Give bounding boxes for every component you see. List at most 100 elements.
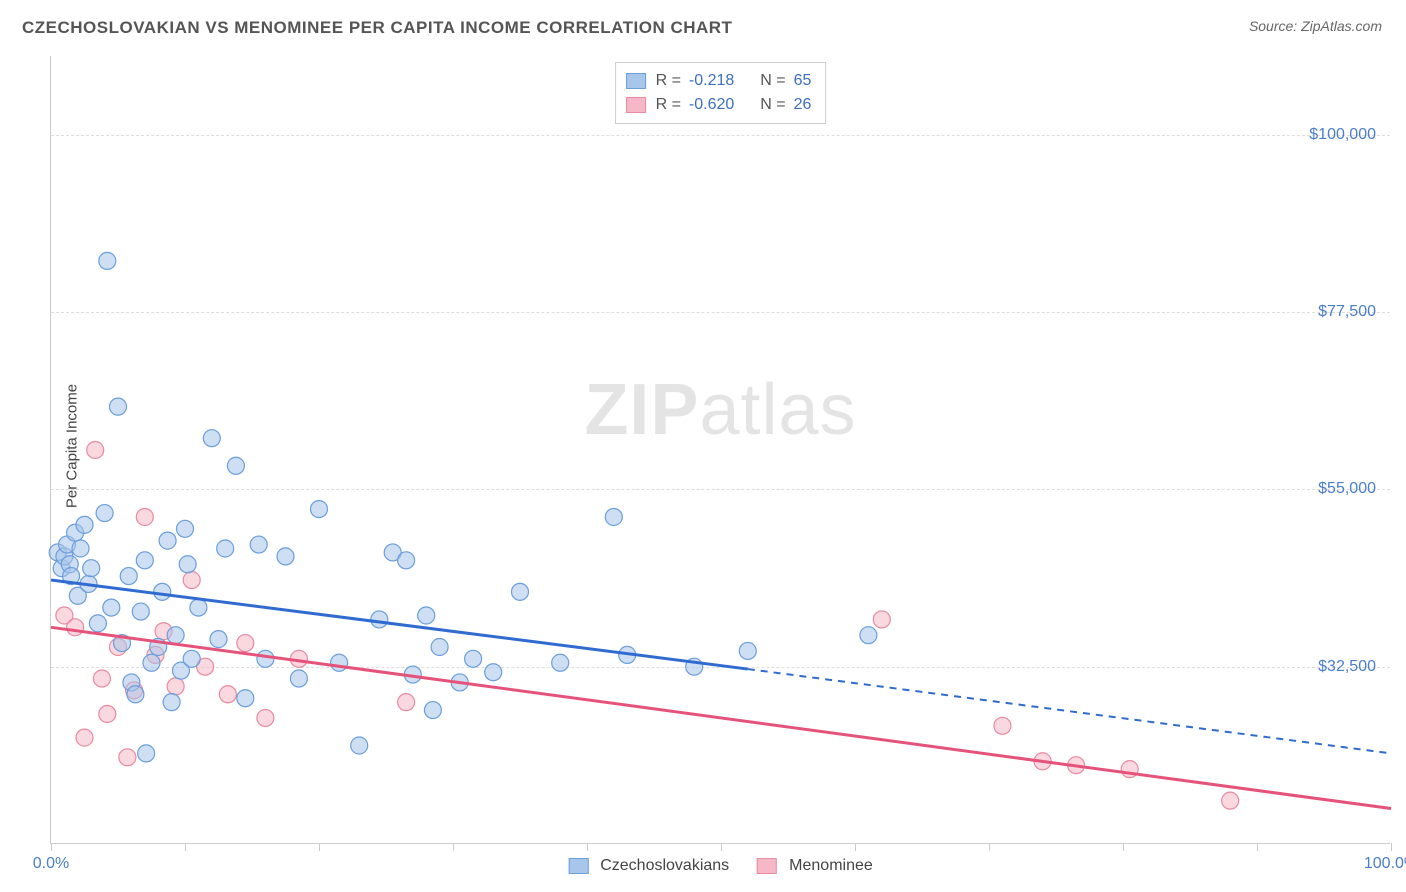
point-czechoslovakians (311, 501, 328, 518)
point-menominee (87, 442, 104, 459)
trendline-menominee (51, 627, 1391, 808)
point-czechoslovakians (431, 639, 448, 656)
point-czechoslovakians (120, 568, 137, 585)
trendline-dashed-czechoslovakians (748, 669, 1391, 753)
point-czechoslovakians (83, 560, 100, 577)
point-czechoslovakians (110, 398, 127, 415)
point-menominee (398, 694, 415, 711)
point-czechoslovakians (163, 694, 180, 711)
point-czechoslovakians (351, 737, 368, 754)
point-czechoslovakians (227, 457, 244, 474)
x-tick (185, 843, 186, 851)
point-czechoslovakians (132, 603, 149, 620)
point-czechoslovakians (89, 615, 106, 632)
point-czechoslovakians (217, 540, 234, 557)
stat-n-value-0: 65 (794, 69, 812, 93)
swatch-series-0 (626, 73, 646, 89)
point-menominee (219, 686, 236, 703)
point-menominee (994, 717, 1011, 734)
point-czechoslovakians (99, 252, 116, 269)
point-czechoslovakians (860, 627, 877, 644)
x-tick (51, 843, 52, 851)
point-czechoslovakians (424, 702, 441, 719)
point-czechoslovakians (290, 670, 307, 687)
stat-n-label-1: N = (760, 93, 785, 117)
stats-box: R = -0.218 N = 65 R = -0.620 N = 26 (615, 62, 827, 124)
stat-r-value-0: -0.218 (689, 69, 734, 93)
point-menominee (67, 619, 84, 636)
point-menominee (76, 729, 93, 746)
point-czechoslovakians (143, 654, 160, 671)
x-tick (1123, 843, 1124, 851)
point-menominee (873, 611, 890, 628)
x-tick-label: 0.0% (33, 855, 69, 873)
point-czechoslovakians (257, 650, 274, 667)
legend-swatch-1 (757, 858, 777, 874)
point-czechoslovakians (183, 650, 200, 667)
point-menominee (99, 705, 116, 722)
point-czechoslovakians (739, 642, 756, 659)
point-czechoslovakians (167, 627, 184, 644)
point-czechoslovakians (485, 664, 502, 681)
point-czechoslovakians (72, 540, 89, 557)
point-czechoslovakians (127, 686, 144, 703)
stats-row-series-0: R = -0.218 N = 65 (626, 69, 812, 93)
stat-n-label-0: N = (760, 69, 785, 93)
chart-area: ZIPatlas $32,500$55,000$77,500$100,000 0… (50, 56, 1390, 844)
point-czechoslovakians (96, 505, 113, 522)
point-czechoslovakians (398, 552, 415, 569)
point-czechoslovakians (552, 654, 569, 671)
x-tick (319, 843, 320, 851)
point-czechoslovakians (331, 654, 348, 671)
x-tick (453, 843, 454, 851)
scatter-plot (51, 56, 1390, 843)
stat-n-value-1: 26 (794, 93, 812, 117)
point-menominee (93, 670, 110, 687)
point-czechoslovakians (190, 599, 207, 616)
stats-row-series-1: R = -0.620 N = 26 (626, 93, 812, 117)
legend-bottom: Czechoslovakians Menominee (568, 857, 873, 875)
point-czechoslovakians (512, 583, 529, 600)
point-czechoslovakians (179, 556, 196, 573)
point-czechoslovakians (76, 516, 93, 533)
x-tick-label: 100.0% (1364, 855, 1406, 873)
point-czechoslovakians (371, 611, 388, 628)
swatch-series-1 (626, 97, 646, 113)
x-tick (855, 843, 856, 851)
x-tick (721, 843, 722, 851)
point-czechoslovakians (237, 690, 254, 707)
point-czechoslovakians (465, 650, 482, 667)
x-tick (989, 843, 990, 851)
point-menominee (257, 709, 274, 726)
x-tick (1257, 843, 1258, 851)
point-czechoslovakians (418, 607, 435, 624)
point-czechoslovakians (136, 552, 153, 569)
legend-label-1: Menominee (789, 857, 873, 875)
stat-r-label-1: R = (656, 93, 681, 117)
stat-r-value-1: -0.620 (689, 93, 734, 117)
point-menominee (1222, 792, 1239, 809)
stat-r-label-0: R = (656, 69, 681, 93)
point-czechoslovakians (177, 520, 194, 537)
point-czechoslovakians (250, 536, 267, 553)
point-czechoslovakians (210, 631, 227, 648)
legend-item-1: Menominee (757, 857, 873, 875)
legend-label-0: Czechoslovakians (600, 857, 729, 875)
point-czechoslovakians (159, 532, 176, 549)
legend-swatch-0 (568, 858, 588, 874)
point-menominee (183, 572, 200, 589)
point-czechoslovakians (154, 583, 171, 600)
chart-title: CZECHOSLOVAKIAN VS MENOMINEE PER CAPITA … (22, 18, 732, 38)
legend-item-0: Czechoslovakians (568, 857, 729, 875)
x-tick (587, 843, 588, 851)
source-label: Source: ZipAtlas.com (1249, 18, 1382, 34)
point-czechoslovakians (605, 508, 622, 525)
point-menominee (119, 749, 136, 766)
x-tick (1391, 843, 1392, 851)
point-czechoslovakians (103, 599, 120, 616)
point-czechoslovakians (277, 548, 294, 565)
point-czechoslovakians (203, 430, 220, 447)
point-czechoslovakians (138, 745, 155, 762)
point-menominee (136, 508, 153, 525)
point-menominee (167, 678, 184, 695)
